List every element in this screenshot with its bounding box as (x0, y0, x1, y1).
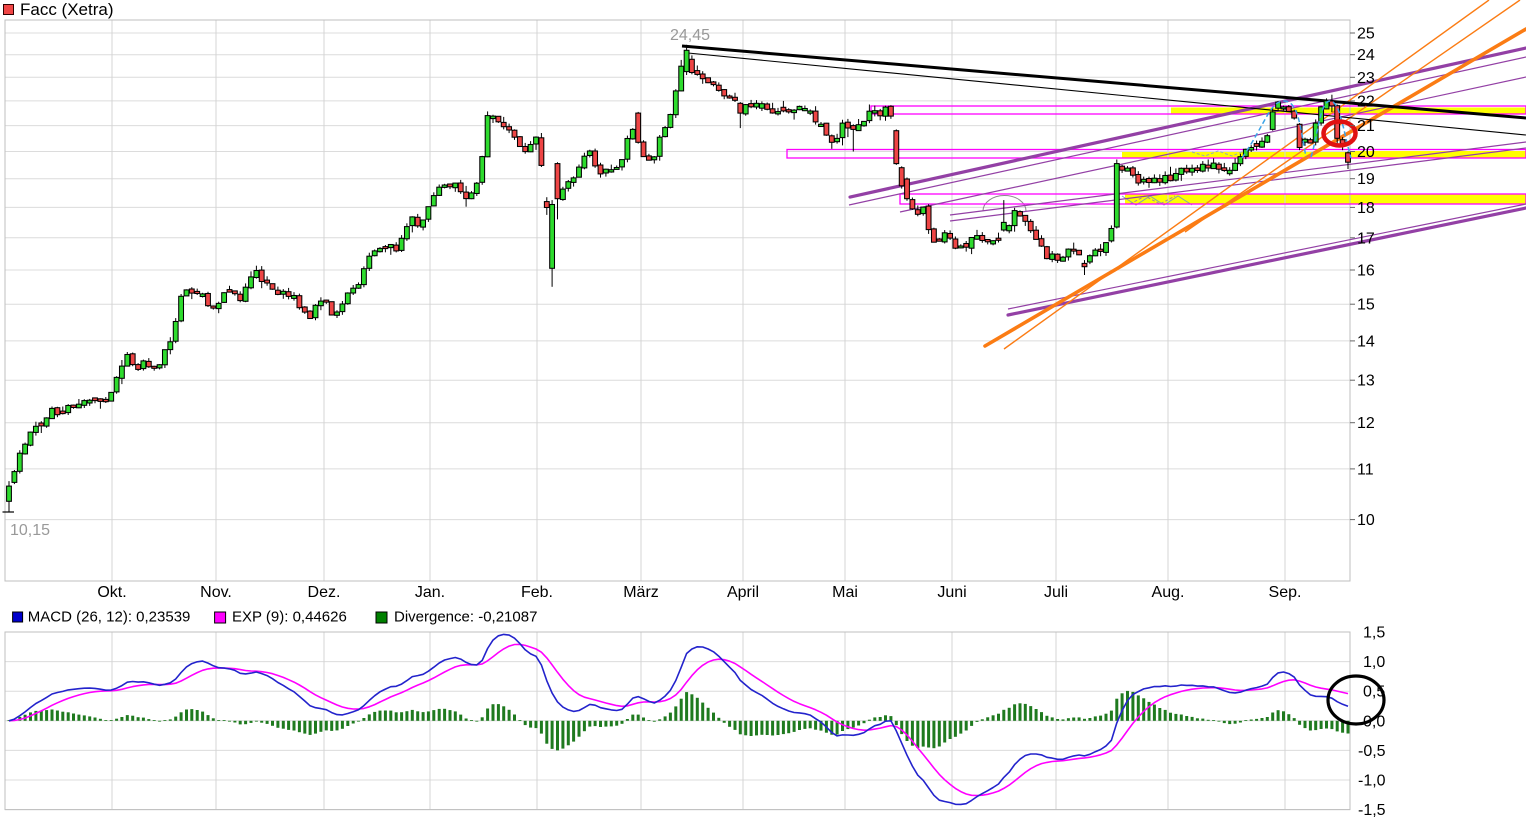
svg-text:10: 10 (1357, 512, 1375, 529)
svg-text:-0,5: -0,5 (1358, 743, 1386, 760)
svg-text:19: 19 (1357, 171, 1375, 188)
svg-text:Juni: Juni (937, 584, 966, 601)
svg-text:-1,0: -1,0 (1358, 773, 1386, 790)
svg-text:März: März (623, 584, 659, 601)
svg-text:17: 17 (1357, 230, 1375, 247)
svg-text:Nov.: Nov. (200, 584, 232, 601)
svg-text:Okt.: Okt. (97, 584, 126, 601)
svg-text:12: 12 (1357, 415, 1375, 432)
svg-text:25: 25 (1357, 26, 1375, 43)
svg-text:23: 23 (1357, 70, 1375, 87)
svg-text:14: 14 (1357, 333, 1375, 350)
svg-text:Dez.: Dez. (308, 584, 341, 601)
svg-text:Juli: Juli (1044, 584, 1068, 601)
svg-text:Facc (Xetra): Facc (Xetra) (20, 0, 114, 19)
svg-text:Divergence: -0,21087: Divergence: -0,21087 (394, 609, 537, 626)
svg-text:Aug.: Aug. (1152, 584, 1185, 601)
svg-text:21: 21 (1357, 118, 1375, 135)
svg-text:1,0: 1,0 (1363, 654, 1385, 671)
svg-text:13: 13 (1357, 373, 1375, 390)
svg-text:EXP (9): 0,44626: EXP (9): 0,44626 (232, 609, 347, 626)
svg-text:24,45: 24,45 (670, 27, 710, 44)
svg-text:10,15: 10,15 (10, 522, 50, 539)
svg-text:Jan.: Jan. (415, 584, 445, 601)
svg-text:18: 18 (1357, 200, 1375, 217)
svg-text:Sep.: Sep. (1269, 584, 1302, 601)
svg-text:15: 15 (1357, 297, 1375, 314)
svg-text:24: 24 (1357, 47, 1375, 64)
svg-text:-1,5: -1,5 (1358, 802, 1386, 819)
svg-text:16: 16 (1357, 263, 1375, 280)
svg-text:Mai: Mai (832, 584, 858, 601)
svg-text:1,5: 1,5 (1363, 625, 1385, 642)
svg-text:Feb.: Feb. (521, 584, 553, 601)
svg-text:22: 22 (1357, 93, 1375, 110)
svg-text:11: 11 (1357, 461, 1374, 478)
svg-text:0,0: 0,0 (1363, 713, 1385, 730)
svg-text:20: 20 (1357, 144, 1375, 161)
svg-text:MACD (26, 12): 0,23539: MACD (26, 12): 0,23539 (28, 609, 191, 626)
svg-text:April: April (727, 584, 759, 601)
